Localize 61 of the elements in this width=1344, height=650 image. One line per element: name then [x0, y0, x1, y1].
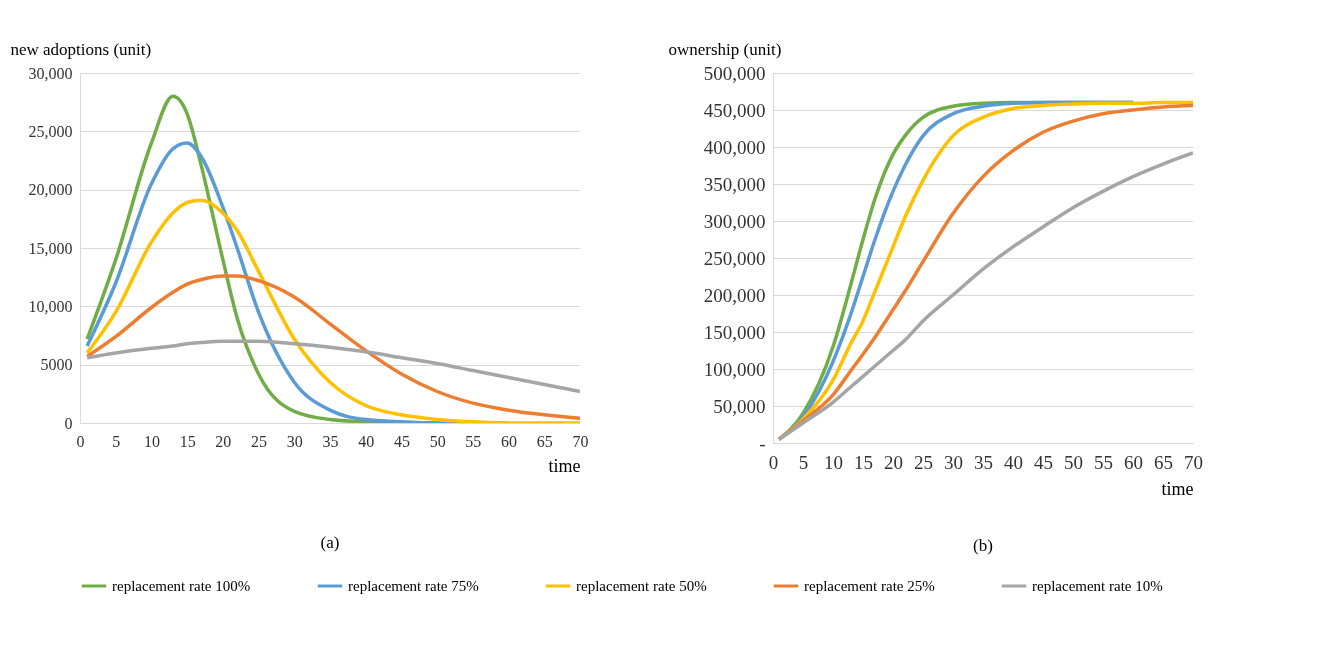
- x-tick-label: 25: [251, 432, 268, 450]
- y-axis-title: new adoptions (unit): [10, 39, 152, 59]
- y-tick-label: 10,000: [28, 297, 73, 315]
- y-tick-label: 150,000: [703, 321, 766, 343]
- x-tick-label: 45: [1034, 451, 1053, 473]
- y-tick-label: 30,000: [28, 64, 73, 82]
- x-tick-label: 30: [944, 451, 963, 473]
- y-tick-label: 50,000: [713, 395, 766, 417]
- y-tick-label: 15,000: [28, 239, 73, 257]
- y-tick-label: 5000: [40, 356, 73, 374]
- x-tick-label: 60: [1124, 451, 1143, 473]
- x-tick-label: 15: [179, 432, 196, 450]
- x-tick-label: 15: [854, 451, 873, 473]
- y-tick-label: 500,000: [703, 62, 766, 84]
- y-tick-label: 20,000: [28, 181, 73, 199]
- x-tick-label: 35: [974, 451, 993, 473]
- text: (b): [973, 536, 993, 555]
- x-tick-label: 70: [1184, 451, 1203, 473]
- x-tick-label: 10: [824, 451, 843, 473]
- x-tick-label: 50: [429, 432, 446, 450]
- legend-label: replacement rate 50%: [576, 578, 707, 594]
- line-series: [85, 198, 580, 423]
- text: (a): [320, 533, 340, 552]
- legend-label: replacement rate 100%: [112, 578, 251, 594]
- y-tick-label: 400,000: [703, 136, 766, 158]
- x-tick-label: 65: [536, 432, 553, 450]
- line-series: [85, 274, 580, 421]
- x-tick-label: 60: [501, 432, 518, 450]
- y-tick-label: 200,000: [703, 284, 766, 306]
- x-tick-label: 55: [1094, 451, 1113, 473]
- y-tick-label: 100,000: [703, 358, 766, 380]
- y-axis-title: ownership (unit): [668, 39, 782, 59]
- x-tick-label: 40: [358, 432, 375, 450]
- x-tick-label: 25: [914, 451, 933, 473]
- x-axis-title: time: [548, 455, 581, 476]
- y-tick-label: 450,000: [703, 99, 766, 121]
- x-tick-label: 5: [112, 432, 121, 450]
- y-tick-label: -: [759, 432, 766, 454]
- x-tick-label: 5: [798, 451, 809, 473]
- y-tick-label: 25,000: [28, 122, 73, 140]
- x-tick-label: 40: [1004, 451, 1023, 473]
- x-tick-label: 10: [143, 432, 160, 450]
- x-tick-label: 55: [465, 432, 482, 450]
- y-tick-label: 250,000: [703, 247, 766, 269]
- line-series: [85, 339, 580, 394]
- x-tick-label: 0: [76, 432, 85, 450]
- y-tick-label: 350,000: [703, 173, 766, 195]
- y-tick-label: 300,000: [703, 210, 766, 232]
- legend-label: replacement rate 25%: [804, 578, 935, 594]
- x-tick-label: 20: [215, 432, 232, 450]
- legend-label: replacement rate 75%: [348, 578, 479, 594]
- y-tick-label: 0: [64, 414, 73, 432]
- x-tick-label: 35: [322, 432, 339, 450]
- x-tick-label: 20: [884, 451, 903, 473]
- legend-label: replacement rate 10%: [1032, 578, 1163, 594]
- x-axis-title: time: [1161, 478, 1194, 499]
- x-tick-label: 45: [393, 432, 410, 450]
- x-tick-label: 70: [572, 432, 589, 450]
- x-tick-label: 50: [1064, 451, 1083, 473]
- x-tick-label: 65: [1154, 451, 1173, 473]
- x-tick-label: 30: [286, 432, 303, 450]
